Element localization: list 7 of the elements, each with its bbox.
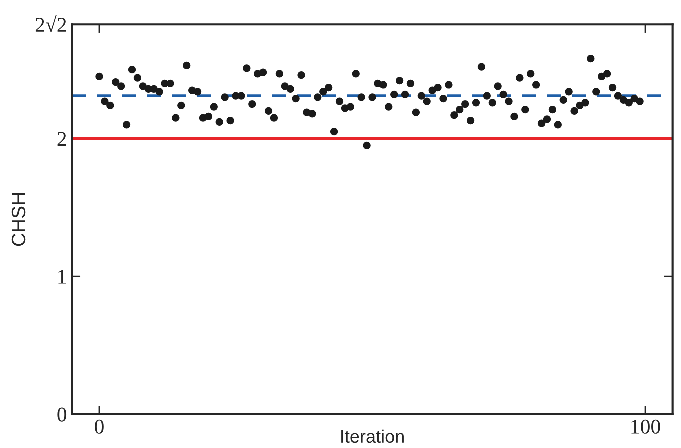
y-tick-label: 2√2 [36,15,66,32]
x-axis-title: Iteration [342,430,404,444]
x-tick-label: 100 [632,420,660,434]
y-tick-label: 0 [58,408,67,422]
y-tick-label: 1 [58,270,66,284]
y-tick-label: 2 [58,132,66,146]
y-axis-title: CHSH [12,194,26,246]
